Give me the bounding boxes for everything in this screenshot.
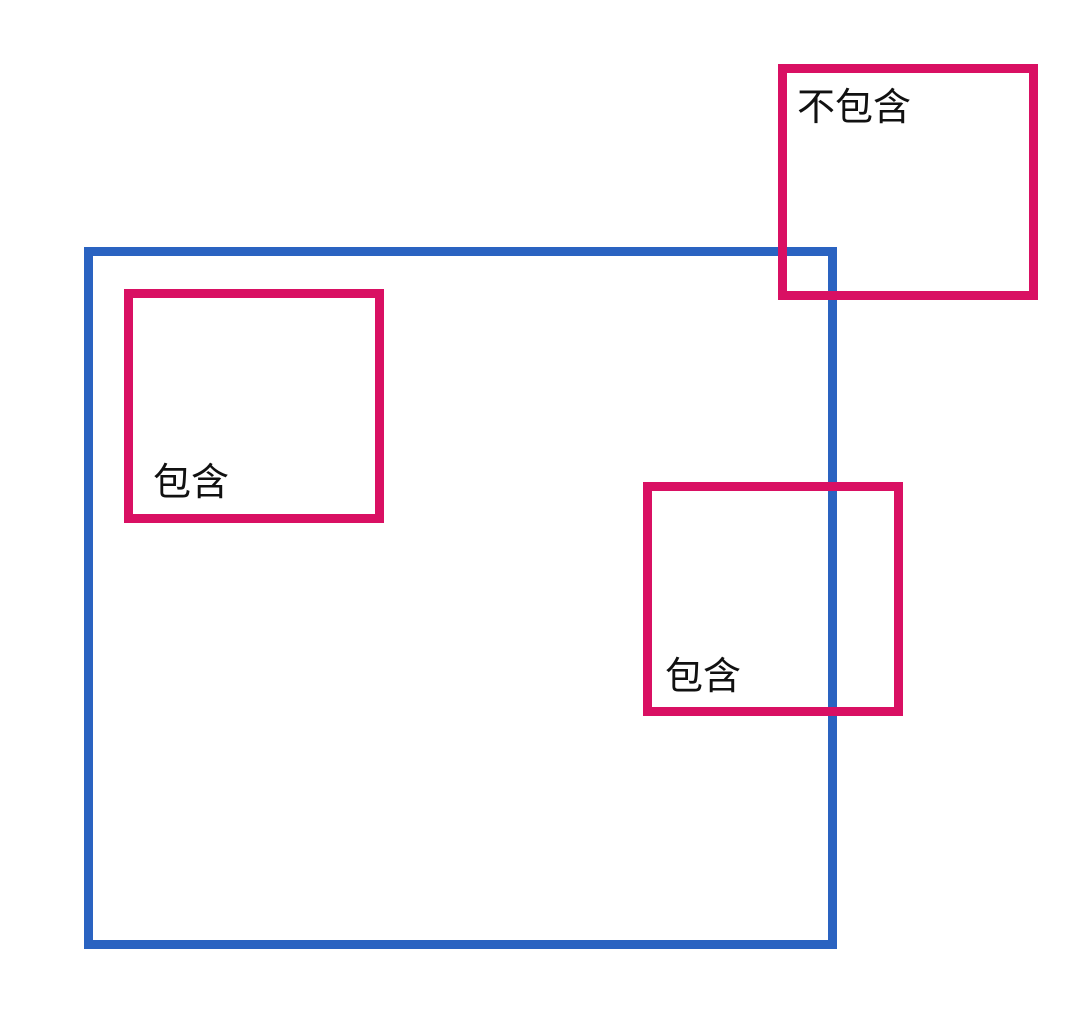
right-rectangle-label: 包含 bbox=[665, 654, 742, 698]
top-right-rectangle-label: 不包含 bbox=[797, 85, 912, 129]
top-right-red-rectangle bbox=[778, 64, 1038, 300]
left-red-rectangle bbox=[124, 289, 384, 523]
outer-blue-rectangle bbox=[84, 247, 837, 949]
left-rectangle-label: 包含 bbox=[153, 460, 230, 504]
right-red-rectangle bbox=[643, 482, 903, 716]
